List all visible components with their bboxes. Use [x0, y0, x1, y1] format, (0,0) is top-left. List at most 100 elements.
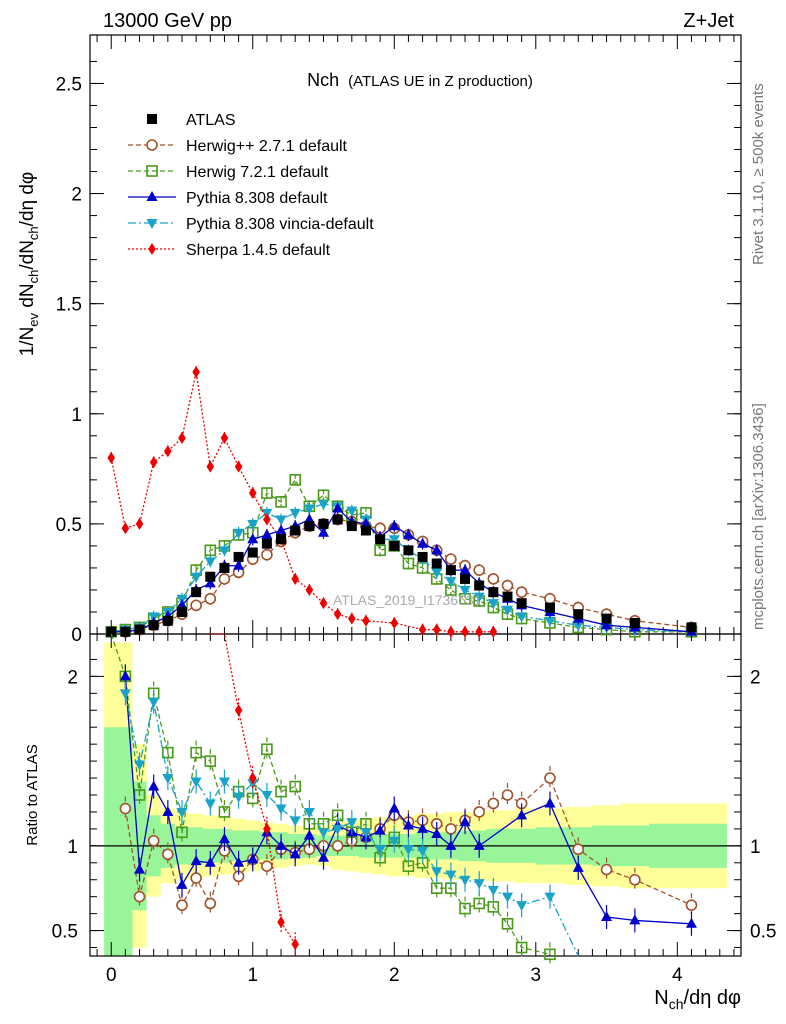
ratio-ytick-label: 1: [67, 837, 78, 858]
main-sherpa-point: [333, 608, 342, 621]
main-sherpa-point: [135, 517, 144, 530]
main-atlas-point: [261, 538, 272, 549]
ratio-herwig7-point: [218, 806, 231, 818]
ratio-vincia-point: [162, 774, 174, 785]
ratio-pythia-point: [162, 805, 174, 816]
main-atlas-point: [290, 525, 301, 536]
ratio-vincia-point: [346, 818, 358, 829]
main-atlas-point: [686, 622, 697, 633]
legend-herwig7-label: Herwig 7.2.1 default: [186, 164, 329, 181]
main-vincia-point: [445, 577, 457, 588]
main-vincia-point: [318, 500, 330, 511]
ratio-herwigpp-point: [190, 872, 202, 884]
main-atlas-point: [403, 545, 414, 556]
ratio-sherpa-point: [291, 938, 300, 951]
main-vincia-point: [289, 508, 301, 519]
ratio-vincia-point: [332, 824, 344, 835]
ratio-pythia-point: [431, 827, 443, 838]
main-pythia-point: [176, 599, 188, 610]
main-vincia-point: [544, 616, 556, 627]
ratio-vincia-point: [374, 845, 386, 856]
ratio-herwig7-point: [473, 897, 485, 910]
ratio-pythia-point: [119, 670, 131, 681]
main-atlas-point: [148, 620, 159, 631]
ratio-ytick-label-right: 2: [750, 667, 761, 688]
ratio-pythia-point: [218, 833, 230, 844]
main-herwigpp-point: [544, 592, 556, 605]
ratio-plot-area: [110, 633, 698, 967]
ratio-pythia-point: [459, 816, 471, 827]
plot-subtitle: (ATLAS UE in Z production): [348, 73, 533, 90]
main-sherpa-point: [362, 614, 370, 627]
main-plot-area: [105, 365, 698, 638]
main-pythia-point: [233, 559, 245, 570]
main-atlas-point: [601, 613, 612, 624]
main-herwigpp-point: [204, 592, 217, 605]
ratio-vincia-point: [148, 697, 160, 708]
ratio-ytick-label-right: 0.5: [750, 922, 776, 943]
main-herwigpp-point: [445, 553, 457, 565]
main-pythia-point: [360, 517, 372, 528]
ratio-vincia-point: [501, 892, 513, 903]
main-vincia-point: [218, 546, 230, 557]
main-sherpa-point: [319, 597, 328, 610]
main-atlas-point: [445, 565, 456, 576]
ratio-vincia-point: [318, 828, 330, 839]
ratio-vincia-point: [402, 845, 414, 856]
main-vincia-point: [346, 506, 358, 517]
main-atlas-point: [106, 626, 117, 637]
main-sherpa-point: [348, 612, 356, 625]
main-atlas-point: [375, 534, 386, 545]
main-vincia-point: [233, 528, 245, 539]
main-ytick-label: 0: [71, 625, 82, 646]
main-herwigpp-point: [218, 573, 231, 585]
main-sherpa-point: [220, 432, 229, 445]
main-herwigpp-point: [501, 579, 514, 592]
main-sherpa-point: [248, 487, 257, 500]
ratio-pythia-point: [516, 809, 528, 820]
ratio-herwigpp-point: [572, 843, 585, 856]
legend-herwigpp-marker: [146, 139, 158, 151]
ratio-vincia-point: [487, 885, 499, 896]
main-sherpa-point: [418, 623, 427, 636]
main-sherpa-point: [178, 432, 186, 445]
main-atlas-point: [219, 562, 230, 573]
ratio-pythia-point: [204, 856, 216, 867]
main-sherpa-point: [234, 460, 243, 473]
ratio-vincia-point: [233, 792, 245, 803]
legend-sherpa-marker: [148, 243, 156, 255]
main-vincia-point: [275, 515, 287, 526]
xtick-label: 1: [247, 965, 258, 986]
main-atlas-point: [134, 624, 145, 635]
main-herwigpp-point: [190, 599, 202, 612]
ratio-herwigpp-point: [685, 899, 698, 911]
main-pythia-point: [417, 537, 429, 548]
ratio-herwig7-point: [176, 826, 188, 839]
ratio-herwigpp-point: [473, 806, 485, 818]
main-ytick-label: 2.5: [56, 74, 82, 95]
main-vincia-point: [388, 535, 400, 546]
ratio-pythia-point: [148, 780, 160, 791]
main-atlas-point: [233, 551, 244, 562]
ratio-sherpa-point: [277, 916, 285, 929]
main-pythia-point: [275, 524, 287, 535]
ratio-herwigpp-point: [147, 834, 160, 847]
ratio-vincia-point: [275, 804, 287, 815]
main-herwigpp-point: [473, 564, 485, 576]
ratio-pythia-point: [417, 822, 429, 833]
main-sherpa-point: [475, 625, 483, 638]
ratio-herwigpp-point: [487, 797, 500, 810]
ratio-pythia-point: [601, 911, 613, 922]
main-atlas-point: [318, 518, 329, 529]
main-herwig7-point: [402, 557, 415, 570]
main-sherpa-point: [263, 513, 271, 526]
ratio-band-outer: [104, 642, 727, 956]
ratio-pythia-point: [233, 856, 245, 867]
ratio-y-axis-label: Ratio to ATLAS: [24, 744, 41, 845]
main-sherpa-point: [291, 572, 300, 585]
mcplots-label: mcplots.cern.ch [arXiv:1306.3436]: [750, 403, 767, 630]
main-atlas-point: [191, 587, 202, 598]
ratio-pythia-point: [303, 829, 315, 840]
main-atlas-point: [629, 617, 640, 628]
main-sherpa-point: [432, 623, 441, 636]
